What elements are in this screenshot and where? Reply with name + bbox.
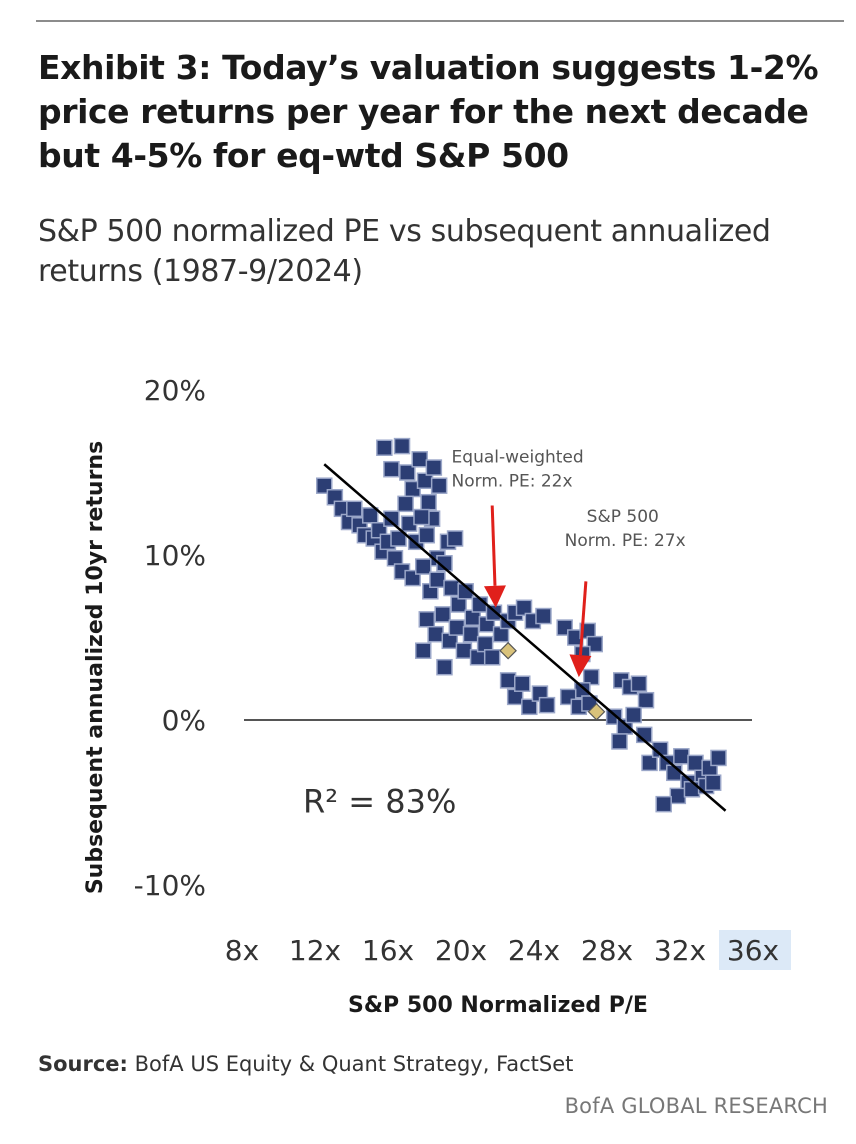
arrow-head bbox=[569, 654, 592, 678]
scatter-point bbox=[361, 507, 379, 524]
arrow-shaft bbox=[578, 581, 588, 656]
source-text: BofA US Equity & Quant Strategy, FactSet bbox=[127, 1052, 574, 1076]
annotation-arrows bbox=[483, 505, 592, 678]
scatter-point bbox=[430, 477, 448, 494]
trend-line bbox=[323, 463, 727, 812]
scatter-point bbox=[425, 459, 443, 476]
scatter-point bbox=[443, 579, 460, 597]
x-tick-label: 20x bbox=[435, 934, 487, 967]
annotation-label: Equal-weighted bbox=[452, 448, 584, 468]
scatter-point bbox=[399, 464, 416, 481]
annotation-label: Norm. PE: 22x bbox=[452, 472, 573, 492]
annotation-label: Norm. PE: 27x bbox=[565, 531, 686, 551]
annotation-label: S&P 500 bbox=[587, 507, 659, 527]
scatter-point bbox=[448, 619, 466, 636]
y-tick-labels: -10% 0% 10% 20% bbox=[134, 374, 206, 902]
x-tick-labels: 8x 12x 16x 20x 24x 28x 32x 36x bbox=[225, 930, 791, 970]
data-points bbox=[316, 437, 727, 813]
scatter-point bbox=[429, 571, 446, 588]
scatter-point bbox=[397, 495, 414, 513]
scatter-point bbox=[683, 781, 701, 798]
scatter-point bbox=[687, 754, 704, 772]
scatter-point bbox=[586, 635, 603, 653]
top-rule bbox=[36, 20, 844, 22]
scatter-point bbox=[514, 675, 531, 692]
scatter-point bbox=[538, 696, 556, 714]
scatter-point bbox=[411, 451, 428, 468]
highlight-points bbox=[499, 641, 606, 721]
scatter-point bbox=[641, 754, 658, 772]
scatter-point bbox=[637, 691, 655, 709]
scatter-point bbox=[446, 530, 464, 547]
x-tick-label: 24x bbox=[508, 934, 560, 967]
scatter-point bbox=[436, 555, 453, 572]
scatter-point bbox=[611, 733, 628, 750]
y-axis-title: Subsequent annualized 10yr returns bbox=[83, 441, 108, 894]
arrow-head bbox=[483, 585, 506, 608]
x-axis-title: S&P 500 Normalized P/E bbox=[348, 993, 648, 1018]
scatter-point bbox=[655, 795, 672, 813]
scatter-point bbox=[710, 749, 727, 767]
source-label: Source: bbox=[38, 1052, 128, 1076]
highlight-marker bbox=[499, 641, 517, 660]
scatter-point bbox=[483, 649, 501, 666]
scatter-point bbox=[346, 500, 363, 518]
scatter-point bbox=[415, 558, 432, 575]
x-tick-highlight bbox=[719, 930, 791, 970]
scatter-point bbox=[625, 706, 642, 724]
scatter-point bbox=[415, 642, 432, 659]
scatter-point bbox=[383, 460, 400, 478]
x-tick-label: 12x bbox=[289, 934, 341, 967]
y-tick-label: 20% bbox=[144, 374, 206, 407]
x-tick-label: 32x bbox=[654, 934, 706, 967]
highlight-marker bbox=[587, 702, 606, 721]
y-tick-label: 0% bbox=[162, 704, 206, 737]
scatter-point bbox=[455, 642, 473, 659]
scatter-point bbox=[420, 493, 437, 511]
scatter-point bbox=[462, 625, 480, 643]
scatter-point bbox=[436, 658, 453, 676]
scatter-point bbox=[418, 526, 436, 544]
scatter-point bbox=[521, 698, 538, 716]
x-tick-label: 36x bbox=[727, 934, 779, 967]
scatter-point bbox=[669, 787, 687, 805]
scatter-point bbox=[383, 510, 400, 527]
scatter-point bbox=[376, 439, 393, 456]
x-tick-label: 16x bbox=[362, 934, 414, 967]
r-squared-label: R² = 83% bbox=[303, 782, 456, 820]
arrow-shaft bbox=[490, 505, 497, 586]
source-note: Source: BofA US Equity & Quant Strategy,… bbox=[38, 1052, 573, 1076]
scatter-point bbox=[393, 437, 411, 455]
x-tick-label: 8x bbox=[225, 934, 259, 967]
scatter-point bbox=[390, 530, 407, 547]
scatter-point bbox=[427, 625, 444, 643]
scatter-chart: -10% 0% 10% 20% Equal-weighted Norm. PE: 22x… bbox=[83, 374, 791, 1018]
scatter-point bbox=[499, 672, 517, 689]
scatter-point bbox=[582, 668, 600, 686]
brand-label: BofA GLOBAL RESEARCH bbox=[564, 1094, 828, 1118]
y-tick-label: -10% bbox=[134, 869, 206, 902]
scatter-point bbox=[673, 748, 690, 765]
scatter-point bbox=[704, 774, 722, 791]
annotations: Equal-weighted Norm. PE: 22x S&P 500 Norm. … bbox=[452, 448, 686, 551]
scatter-point bbox=[535, 607, 552, 625]
scatter-point bbox=[630, 675, 648, 692]
scatter-point bbox=[434, 606, 451, 623]
scatter-point bbox=[515, 599, 533, 617]
page-title: Exhibit 3: Today’s valuation suggests 1-… bbox=[38, 48, 819, 175]
scatter-point bbox=[418, 611, 436, 628]
page-subtitle: S&P 500 normalized PE vs subsequent annu… bbox=[38, 214, 771, 289]
scatter-point bbox=[413, 508, 430, 526]
y-tick-label: 10% bbox=[144, 539, 206, 572]
x-tick-label: 28x bbox=[581, 934, 633, 967]
